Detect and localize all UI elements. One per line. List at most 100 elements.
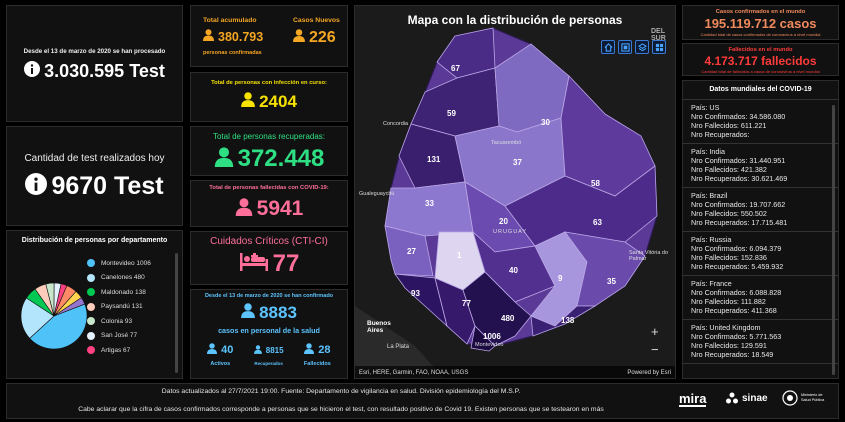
dept-legend-item: San José 77 (87, 329, 151, 344)
recuperadas-value: 372.448 (237, 145, 325, 172)
map-panel[interactable]: Mapa con la distribución de personas DEL… (354, 5, 676, 379)
person-icon (214, 146, 234, 172)
country-deaths: Nro Fallecidos: 152.836 (691, 253, 767, 262)
dept-label: 67 (451, 64, 460, 73)
person-icon (293, 29, 305, 47)
place-label: Buenos Aires (367, 320, 391, 334)
country-item: País: India Nro Confirmados: 31.440.951 Nr… (683, 144, 838, 188)
dept-shape[interactable] (434, 277, 476, 345)
world-cases-caption: Cantidad total de casos confirmados de c… (700, 32, 821, 37)
dept-label: 33 (425, 199, 434, 208)
uruguay-map[interactable] (355, 6, 676, 379)
country-item: País: United Kingdom Nro Confirmados: 5.7… (683, 320, 838, 364)
country-recovered: Nro Recuperados: (691, 130, 750, 139)
country-name: País: India (691, 147, 725, 156)
place-label: URUGUAY (493, 229, 528, 235)
country-item: País: Brazil Nro Confirmados: 19.707.662 N… (683, 188, 838, 232)
hospital-bed-icon (239, 251, 269, 278)
dept-shape[interactable] (384, 225, 434, 277)
dept-label: 20 (499, 217, 508, 226)
map-powered-by[interactable]: Powered by Esri (627, 370, 671, 376)
world-cases-panel: Casos confirmados en el mundo 195.119.71… (682, 5, 839, 40)
dept-legend-item: Maldonado 138 (87, 285, 151, 300)
salud-activos-label: Activos (210, 361, 231, 367)
dept-shape[interactable] (384, 181, 474, 237)
salud-panel: Desde el 13 de marzo de 2020 se han conf… (190, 289, 348, 379)
country-item: País: Russia Nro Confirmados: 6.094.379 Nr… (683, 232, 838, 276)
fullscreen-button[interactable] (618, 40, 632, 54)
dept-label: 1 (457, 251, 462, 260)
tests-today-value: 9670 Test (51, 172, 164, 200)
country-recovered: Nro Recuperados: 30.621.469 (691, 174, 788, 183)
world-deaths-caption: Cantidad total de fallecidos a causa de … (701, 69, 820, 74)
country-confirmed: Nro Confirmados: 31.440.951 (691, 156, 786, 165)
basemap-button[interactable] (652, 40, 666, 54)
sinae-icon (726, 392, 738, 404)
info-icon (25, 173, 48, 200)
dept-label: Paysandú (101, 303, 130, 311)
total-acum-caption: personas confirmadas (203, 50, 262, 56)
msp-logo-text: Ministerio de Salud Pública (801, 393, 825, 402)
dept-legend-item: Canelones 480 (87, 271, 151, 286)
person-icon (304, 341, 315, 359)
zoom-in-button[interactable]: + (651, 324, 659, 339)
person-icon (253, 341, 262, 359)
en-curso-panel: Total de personas con infección en curso… (190, 72, 348, 122)
home-button[interactable] (601, 40, 615, 54)
salud-fallecidos-value: 28 (318, 344, 331, 356)
dept-shape[interactable] (470, 325, 496, 352)
dept-label: San José (101, 332, 129, 340)
dept-label: Maldonado (101, 288, 134, 296)
dept-label: Colonia (101, 317, 124, 325)
world-cases-title: Casos confirmados en el mundo (715, 9, 806, 15)
place-label: La Plata (387, 344, 410, 350)
country-deaths: Nro Fallecidos: 550.502 (691, 209, 767, 218)
fallecidas-title: Total de personas fallecidas con COVID-1… (209, 185, 329, 191)
fallecidas-panel: Total de personas fallecidas con COVID-1… (190, 180, 348, 227)
person-icon (207, 341, 218, 359)
dept-label: Montevideo (101, 259, 135, 267)
mira-logo: mira (679, 391, 707, 407)
dept-label: 63 (593, 218, 602, 227)
dept-shape[interactable] (530, 305, 597, 337)
person-icon (203, 28, 214, 46)
dept-value: 77 (129, 332, 138, 340)
country-recovered: Nro Recuperados: 411.368 (691, 306, 777, 315)
map-attribution: Esri, HERE, Garmin, FAO, NOAA, USGS (359, 370, 469, 376)
pie-slice[interactable] (53, 297, 86, 317)
en-curso-value: 2404 (259, 92, 297, 111)
dept-shape[interactable] (394, 273, 448, 328)
world-deaths-title: Fallecidos en el mundo (728, 47, 793, 53)
country-recovered: Nro Recuperados: 5.459.932 (691, 262, 784, 271)
dept-legend-item: Colonia 93 (87, 314, 151, 329)
pie-slice[interactable] (20, 297, 55, 339)
zoom-out-button[interactable]: − (651, 342, 659, 357)
dept-label: 93 (411, 289, 420, 298)
mira-logo-text: mira (679, 391, 707, 407)
cti-title: Cuidados Críticos (CTI-CI) (210, 236, 328, 247)
dept-label: 138 (561, 316, 575, 325)
dept-value: 138 (134, 288, 146, 296)
nuevos-value: 226 (309, 29, 336, 46)
dept-shape[interactable] (564, 231, 646, 307)
world-cases-value: 195.119.712 casos (704, 16, 817, 31)
salud-activos-value: 40 (221, 344, 234, 356)
salud-subtitle: casos en personal de la salud (218, 326, 320, 335)
info-icon (24, 61, 41, 82)
dept-scrollbar[interactable] (175, 253, 178, 373)
country-recovered: Nro Recuperados: 17.715.481 (691, 218, 788, 227)
salud-recuperados-value: 8815 (265, 345, 284, 355)
dept-label: 480 (501, 314, 515, 323)
pie-slice[interactable] (29, 303, 88, 350)
legend-dot (87, 273, 95, 282)
world-list-title: Datos mundiales del COVID-19 (709, 86, 812, 93)
place-label: Gualeguaychú (359, 191, 395, 197)
country-deaths: Nro Fallecidos: 611.221 (691, 121, 767, 130)
country-confirmed: Nro Confirmados: 6.088.828 (691, 288, 782, 297)
world-list-scrollbar[interactable] (832, 105, 835, 375)
country-confirmed: Nro Confirmados: 19.707.662 (691, 200, 786, 209)
person-icon (235, 197, 253, 221)
country-recovered: Nro Recuperados: 18.549 (691, 350, 774, 359)
layers-button[interactable] (635, 40, 649, 54)
map-toolbar (598, 40, 666, 54)
